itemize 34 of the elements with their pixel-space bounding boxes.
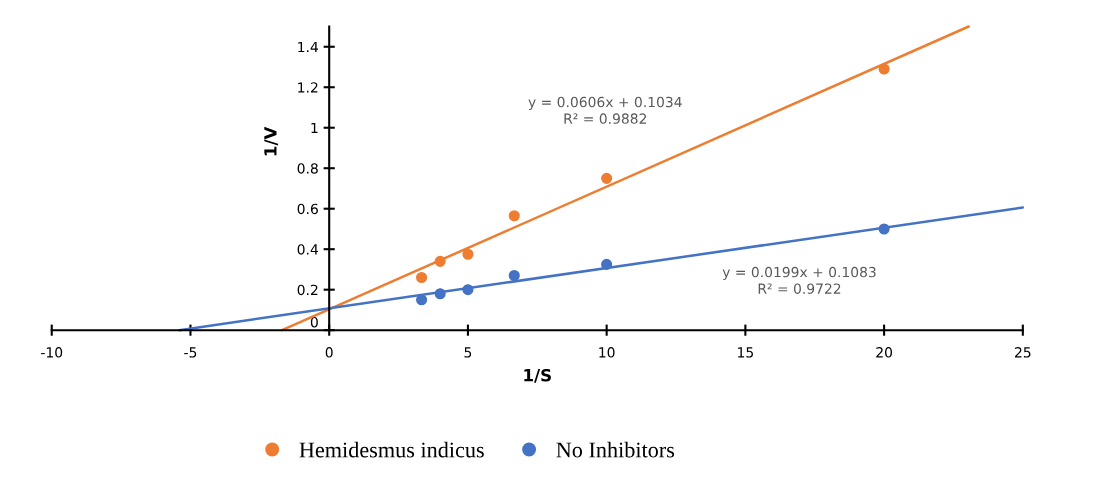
x-tick-label: 15 (738, 347, 753, 358)
x-tick-label: 10 (599, 347, 615, 358)
x-axis-title: 1/S (524, 368, 551, 383)
point (601, 258, 613, 270)
point (878, 63, 890, 75)
x-tick-label: 0 (325, 347, 333, 358)
point (508, 269, 520, 282)
point (462, 284, 474, 296)
point (462, 248, 474, 260)
x-tick-label: 20 (876, 347, 893, 358)
legend-label: No Inhibitors (556, 441, 675, 458)
y-tick-label: 0 (310, 316, 318, 328)
point (416, 294, 428, 306)
y-tick-label: 1.4 (298, 41, 318, 53)
y-tick-label: 0.8 (297, 163, 318, 174)
point (434, 288, 446, 300)
point (601, 172, 613, 184)
y-tick-label: 0.2 (297, 284, 318, 296)
x-tick-label: 25 (1015, 347, 1031, 358)
x-tick-label: 5 (464, 347, 472, 358)
x-tick-label: -5 (184, 347, 197, 358)
point (434, 255, 446, 267)
y-tick-label: 1.2 (298, 82, 318, 93)
legend-label: Hemidesmus indicus (299, 441, 484, 458)
y-tick-label: 0.6 (297, 203, 318, 215)
x-tick-label: -10 (41, 347, 63, 358)
y-axis-title: 1/V (264, 126, 279, 156)
point (508, 210, 520, 222)
y-tick-label: 0.4 (297, 244, 318, 255)
point (878, 223, 890, 235)
annotation: y = 0.0606x + 0.1034 R² = 0.9882 (528, 96, 682, 124)
y-tick-label: 1 (311, 122, 318, 134)
annotation: y = 0.0199x + 0.1083 R² = 0.9722 (722, 266, 876, 294)
point (416, 271, 428, 284)
